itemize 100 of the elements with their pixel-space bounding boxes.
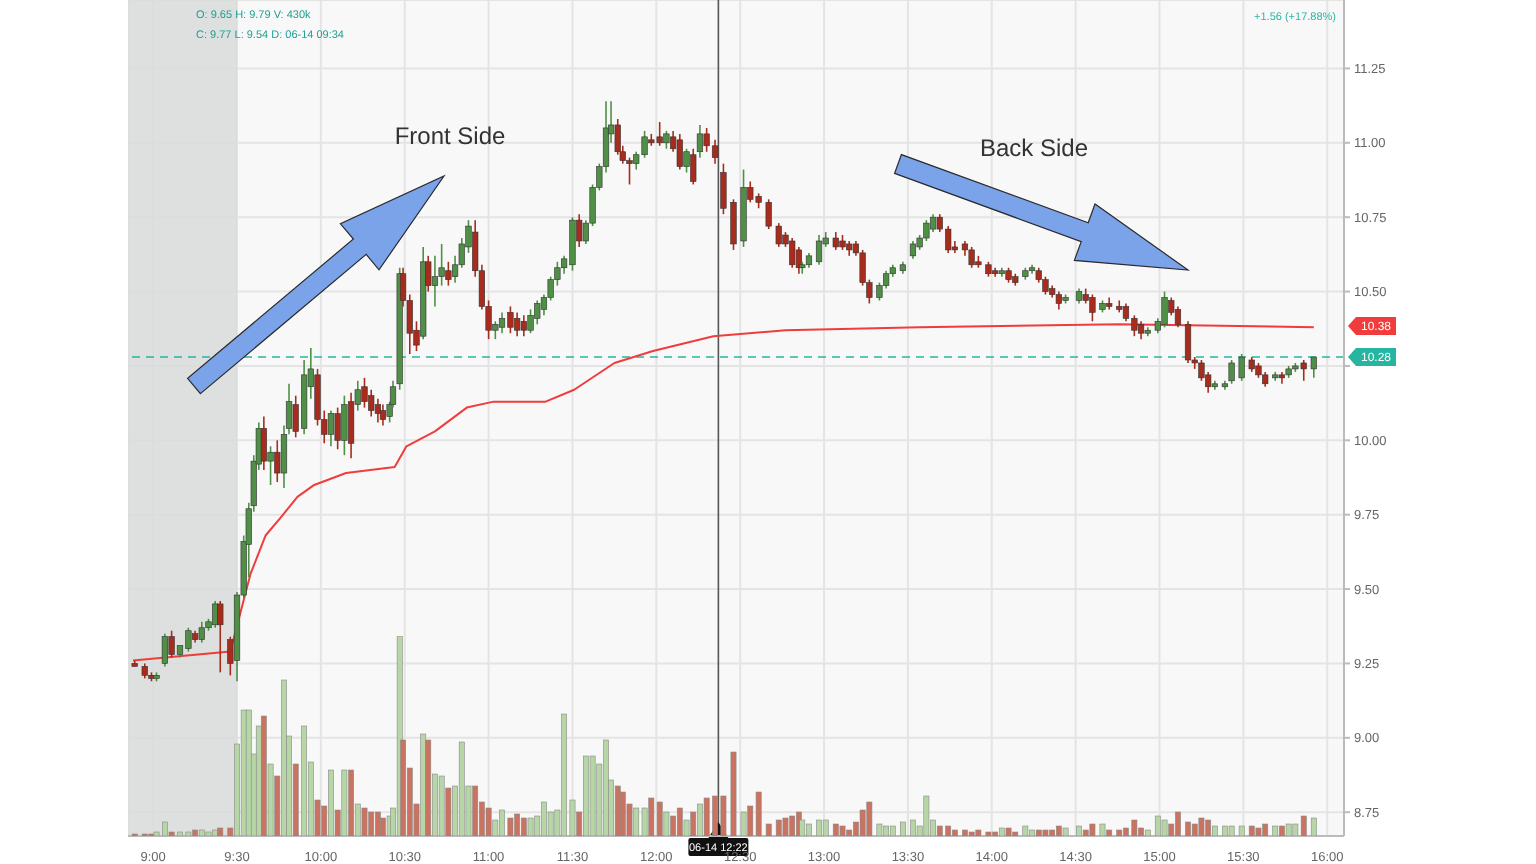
- bar: [1029, 829, 1035, 836]
- bar: [859, 809, 866, 836]
- bar: [375, 811, 381, 836]
- candlestick: [507, 305, 514, 335]
- bar: [789, 815, 796, 836]
- bar: [1205, 819, 1212, 836]
- candlestick: [379, 403, 387, 427]
- candlestick: [968, 246, 975, 269]
- bar: [425, 739, 432, 836]
- bar: [648, 797, 655, 836]
- bar: [192, 829, 198, 836]
- bar: [341, 769, 348, 836]
- bar: [822, 819, 829, 836]
- line-series: [132, 323, 1315, 662]
- annotation: Front Side: [394, 122, 507, 150]
- bar: [485, 807, 492, 836]
- bar: [589, 755, 596, 836]
- bar: [1106, 829, 1113, 836]
- bar: [245, 709, 252, 836]
- candlestick: [168, 629, 175, 659]
- candlestick: [185, 626, 192, 653]
- candlestick: [347, 391, 355, 459]
- bar: [1161, 819, 1168, 836]
- bar: [1042, 829, 1049, 836]
- bar: [1211, 825, 1218, 836]
- candlestick: [327, 409, 335, 448]
- bar: [1062, 827, 1069, 836]
- bar: [212, 829, 219, 836]
- bar: [438, 775, 445, 836]
- annotation: Back Side: [979, 134, 1089, 162]
- bar: [945, 825, 952, 836]
- candlestick: [198, 620, 205, 644]
- bar: [775, 819, 782, 836]
- bar: [1175, 811, 1181, 836]
- candlestick: [217, 600, 224, 674]
- bar: [1055, 825, 1062, 836]
- bar: [1300, 815, 1307, 836]
- bar: [676, 807, 683, 836]
- bar: [619, 791, 626, 836]
- bar: [1131, 819, 1138, 836]
- bar: [697, 803, 703, 836]
- bar: [198, 829, 205, 836]
- candlestick: [641, 130, 648, 159]
- candlestick: [815, 234, 823, 266]
- bar: [1310, 817, 1317, 836]
- bar: [527, 817, 534, 836]
- bar: [670, 815, 676, 836]
- bar: [281, 679, 287, 836]
- candlestick: [789, 237, 796, 269]
- bar: [217, 827, 224, 836]
- bar: [690, 811, 697, 836]
- bar: [1138, 827, 1144, 836]
- bar: [1222, 825, 1228, 836]
- bar: [582, 755, 589, 836]
- candlestick: [274, 439, 281, 483]
- bar: [910, 819, 916, 836]
- bar: [1255, 827, 1262, 836]
- bar: [962, 829, 968, 836]
- bar: [883, 825, 890, 836]
- candlestick: [527, 308, 534, 335]
- bar: [1262, 823, 1269, 836]
- bar: [1049, 829, 1056, 836]
- bar: [458, 741, 465, 836]
- bar: [1185, 821, 1191, 836]
- bar: [361, 807, 368, 836]
- bar: [846, 829, 853, 836]
- bar: [614, 785, 621, 836]
- candlestick: [341, 394, 348, 456]
- bar: [603, 739, 609, 836]
- bar: [1144, 829, 1151, 836]
- bar: [1035, 829, 1042, 836]
- candlestick: [711, 139, 719, 165]
- bar: [1082, 829, 1089, 836]
- bar: [923, 795, 930, 836]
- candlestick: [703, 127, 710, 153]
- bar: [1272, 825, 1279, 836]
- bar: [260, 715, 267, 836]
- bar: [1285, 823, 1292, 836]
- candlestick: [1161, 290, 1168, 329]
- bar: [1154, 815, 1161, 836]
- candlestick: [683, 147, 690, 174]
- bar: [1279, 825, 1285, 836]
- bar: [368, 811, 375, 836]
- candlestick: [534, 299, 541, 326]
- bar: [328, 769, 334, 836]
- candlestick: [1174, 305, 1182, 329]
- bar: [839, 825, 846, 836]
- bar: [816, 819, 822, 836]
- candlestick: [374, 397, 382, 424]
- candlestick: [569, 216, 576, 272]
- candlestick: [361, 377, 368, 409]
- candlestick: [676, 133, 683, 171]
- bar: [520, 817, 527, 836]
- bar: [782, 817, 789, 836]
- bar: [1005, 827, 1012, 836]
- bar: [380, 817, 386, 836]
- candlestick: [498, 311, 506, 335]
- candlestick: [514, 311, 521, 337]
- bar: [889, 825, 896, 836]
- bar: [633, 807, 640, 836]
